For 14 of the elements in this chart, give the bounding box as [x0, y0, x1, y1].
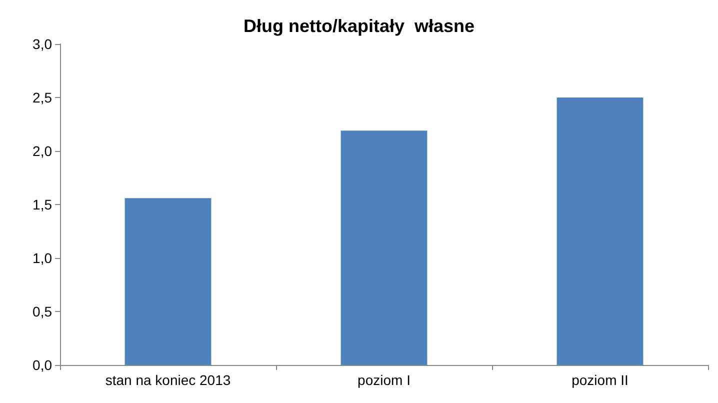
x-tick-label: poziom I [358, 372, 410, 388]
y-tick-label: 1,5 [32, 196, 52, 212]
y-tick-label: 0,5 [32, 304, 52, 320]
x-tick-label: poziom II [572, 372, 628, 388]
chart-title: Dług netto/kapitały własne [243, 16, 475, 36]
y-tick-label: 2,0 [32, 143, 52, 159]
bar [340, 130, 428, 365]
y-tick-label: 0,0 [32, 357, 52, 373]
y-tick-label: 3,0 [32, 36, 52, 52]
bar [124, 198, 212, 365]
x-tick-label: stan na koniec 2013 [105, 372, 231, 388]
y-tick-label: 1,0 [32, 250, 52, 266]
y-tick-label: 2,5 [32, 90, 52, 106]
bar [556, 98, 644, 365]
